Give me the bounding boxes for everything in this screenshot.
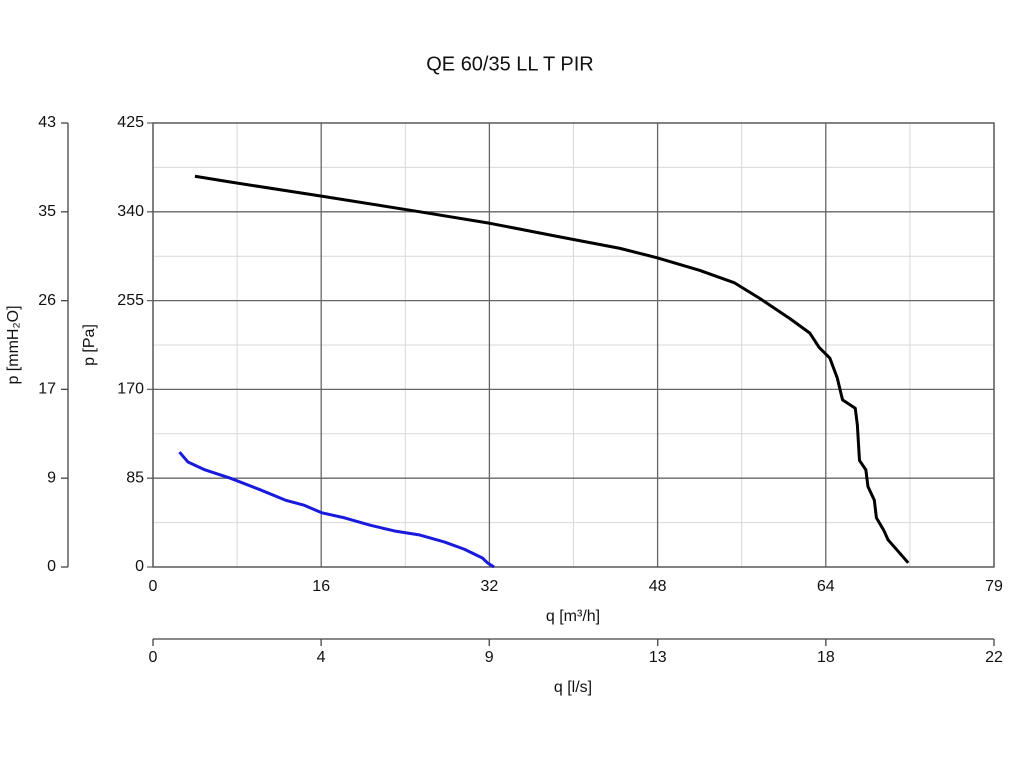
y2-tick-label: 43 xyxy=(38,114,56,131)
x-axis-title: q [m³/h] xyxy=(546,608,600,625)
curve xyxy=(194,174,910,564)
y-axis-title: p [Pa] xyxy=(81,324,98,366)
y2-tick-label: 26 xyxy=(38,292,56,309)
y-tick-label: 255 xyxy=(117,292,144,309)
x-tick-label: 64 xyxy=(817,578,835,595)
curve xyxy=(178,451,495,569)
y-tick-label: 340 xyxy=(117,203,144,220)
x-tick-label: 16 xyxy=(312,578,330,595)
y-tick-label: 170 xyxy=(117,381,144,398)
x2-tick-label: 13 xyxy=(649,649,667,666)
y-tick-label: 425 xyxy=(117,114,144,131)
y-tick-label: 0 xyxy=(135,558,144,575)
chart-title: QE 60/35 LL T PIR xyxy=(426,53,594,75)
x-tick-label: 48 xyxy=(649,578,667,595)
y2-tick-label: 9 xyxy=(47,469,56,486)
x2-tick-label: 4 xyxy=(317,649,326,666)
y2-axis-title: p [mmH₂O] xyxy=(5,305,22,384)
x2-tick-label: 9 xyxy=(485,649,494,666)
y2-tick-label: 0 xyxy=(47,558,56,575)
x2-tick-label: 18 xyxy=(817,649,835,666)
y2-tick-label: 17 xyxy=(38,381,56,398)
x2-axis-title: q [l/s] xyxy=(554,679,592,696)
x2-tick-label: 22 xyxy=(985,649,1003,666)
y-tick-label: 85 xyxy=(126,469,144,486)
x-tick-label: 32 xyxy=(481,578,499,595)
x-tick-label: 79 xyxy=(985,578,1003,595)
x2-tick-label: 0 xyxy=(149,649,158,666)
x-tick-label: 0 xyxy=(149,578,158,595)
plot-frame xyxy=(152,122,995,568)
y2-tick-label: 35 xyxy=(38,203,56,220)
